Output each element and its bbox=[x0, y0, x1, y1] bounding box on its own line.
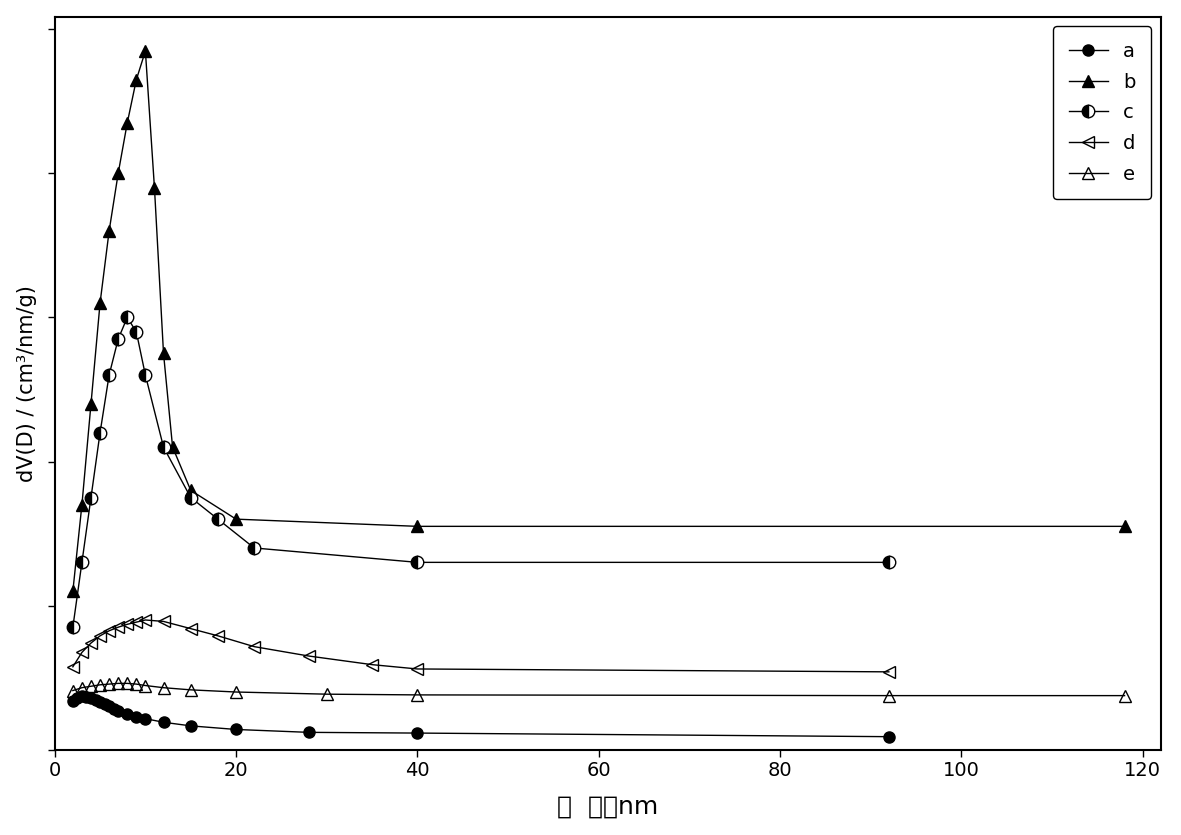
c bbox=[120, 312, 135, 322]
d bbox=[247, 641, 261, 651]
b bbox=[84, 399, 98, 409]
b bbox=[138, 46, 152, 56]
e bbox=[183, 685, 197, 695]
a bbox=[410, 728, 424, 738]
c bbox=[138, 370, 152, 380]
e bbox=[74, 683, 89, 693]
c bbox=[183, 493, 197, 503]
e bbox=[320, 689, 334, 699]
b bbox=[102, 226, 116, 236]
a bbox=[882, 731, 896, 741]
e bbox=[410, 690, 424, 700]
d bbox=[129, 617, 143, 627]
a bbox=[138, 714, 152, 724]
e bbox=[111, 678, 125, 688]
c bbox=[111, 334, 125, 344]
d bbox=[93, 630, 107, 640]
d bbox=[882, 667, 896, 677]
a bbox=[156, 717, 170, 727]
d bbox=[183, 624, 197, 634]
e bbox=[129, 679, 143, 689]
e bbox=[120, 678, 135, 688]
a bbox=[120, 710, 135, 720]
a bbox=[301, 727, 315, 737]
b bbox=[229, 514, 243, 524]
c bbox=[247, 543, 261, 553]
c bbox=[156, 442, 170, 452]
d bbox=[138, 615, 152, 625]
c bbox=[84, 493, 98, 503]
a bbox=[79, 692, 93, 702]
e bbox=[84, 681, 98, 691]
d bbox=[66, 662, 80, 672]
b bbox=[120, 118, 135, 128]
a bbox=[74, 691, 89, 701]
b bbox=[93, 298, 107, 308]
a bbox=[66, 696, 80, 706]
d bbox=[365, 660, 379, 670]
a bbox=[229, 725, 243, 735]
e bbox=[66, 686, 80, 696]
c bbox=[211, 514, 226, 524]
b bbox=[410, 521, 424, 531]
e bbox=[102, 679, 116, 689]
e bbox=[1117, 691, 1131, 701]
a bbox=[183, 721, 197, 731]
d bbox=[84, 638, 98, 648]
c bbox=[74, 557, 89, 567]
Line: e: e bbox=[66, 677, 1131, 702]
X-axis label: 孔  径／nm: 孔 径／nm bbox=[557, 794, 658, 818]
d bbox=[74, 647, 89, 657]
a bbox=[129, 711, 143, 721]
d bbox=[211, 630, 226, 640]
c bbox=[102, 370, 116, 380]
b bbox=[183, 485, 197, 495]
d bbox=[156, 616, 170, 626]
c bbox=[882, 557, 896, 567]
d bbox=[120, 620, 135, 630]
Legend: a, b, c, d, e: a, b, c, d, e bbox=[1053, 27, 1151, 200]
Y-axis label: dV(D) / (cm³/nm/g): dV(D) / (cm³/nm/g) bbox=[17, 285, 37, 482]
b bbox=[148, 183, 162, 193]
Line: a: a bbox=[67, 691, 894, 742]
a bbox=[84, 694, 98, 704]
e bbox=[882, 691, 896, 701]
a bbox=[89, 695, 103, 705]
b bbox=[129, 75, 143, 85]
a bbox=[102, 701, 116, 711]
a bbox=[111, 706, 125, 716]
Line: c: c bbox=[66, 311, 895, 634]
e bbox=[229, 687, 243, 697]
d bbox=[301, 651, 315, 661]
c bbox=[66, 622, 80, 632]
d bbox=[102, 625, 116, 635]
b bbox=[156, 348, 170, 358]
b bbox=[1117, 521, 1131, 531]
d bbox=[111, 622, 125, 632]
c bbox=[93, 428, 107, 438]
a bbox=[106, 704, 120, 714]
b bbox=[111, 169, 125, 179]
c bbox=[129, 326, 143, 337]
e bbox=[93, 680, 107, 690]
b bbox=[165, 442, 180, 452]
Line: d: d bbox=[66, 614, 895, 678]
c bbox=[410, 557, 424, 567]
b bbox=[66, 586, 80, 596]
Line: b: b bbox=[66, 45, 1131, 597]
a bbox=[93, 697, 107, 707]
b bbox=[74, 499, 89, 509]
a bbox=[71, 693, 85, 703]
e bbox=[156, 683, 170, 693]
e bbox=[138, 681, 152, 691]
a bbox=[98, 699, 112, 709]
d bbox=[410, 664, 424, 674]
